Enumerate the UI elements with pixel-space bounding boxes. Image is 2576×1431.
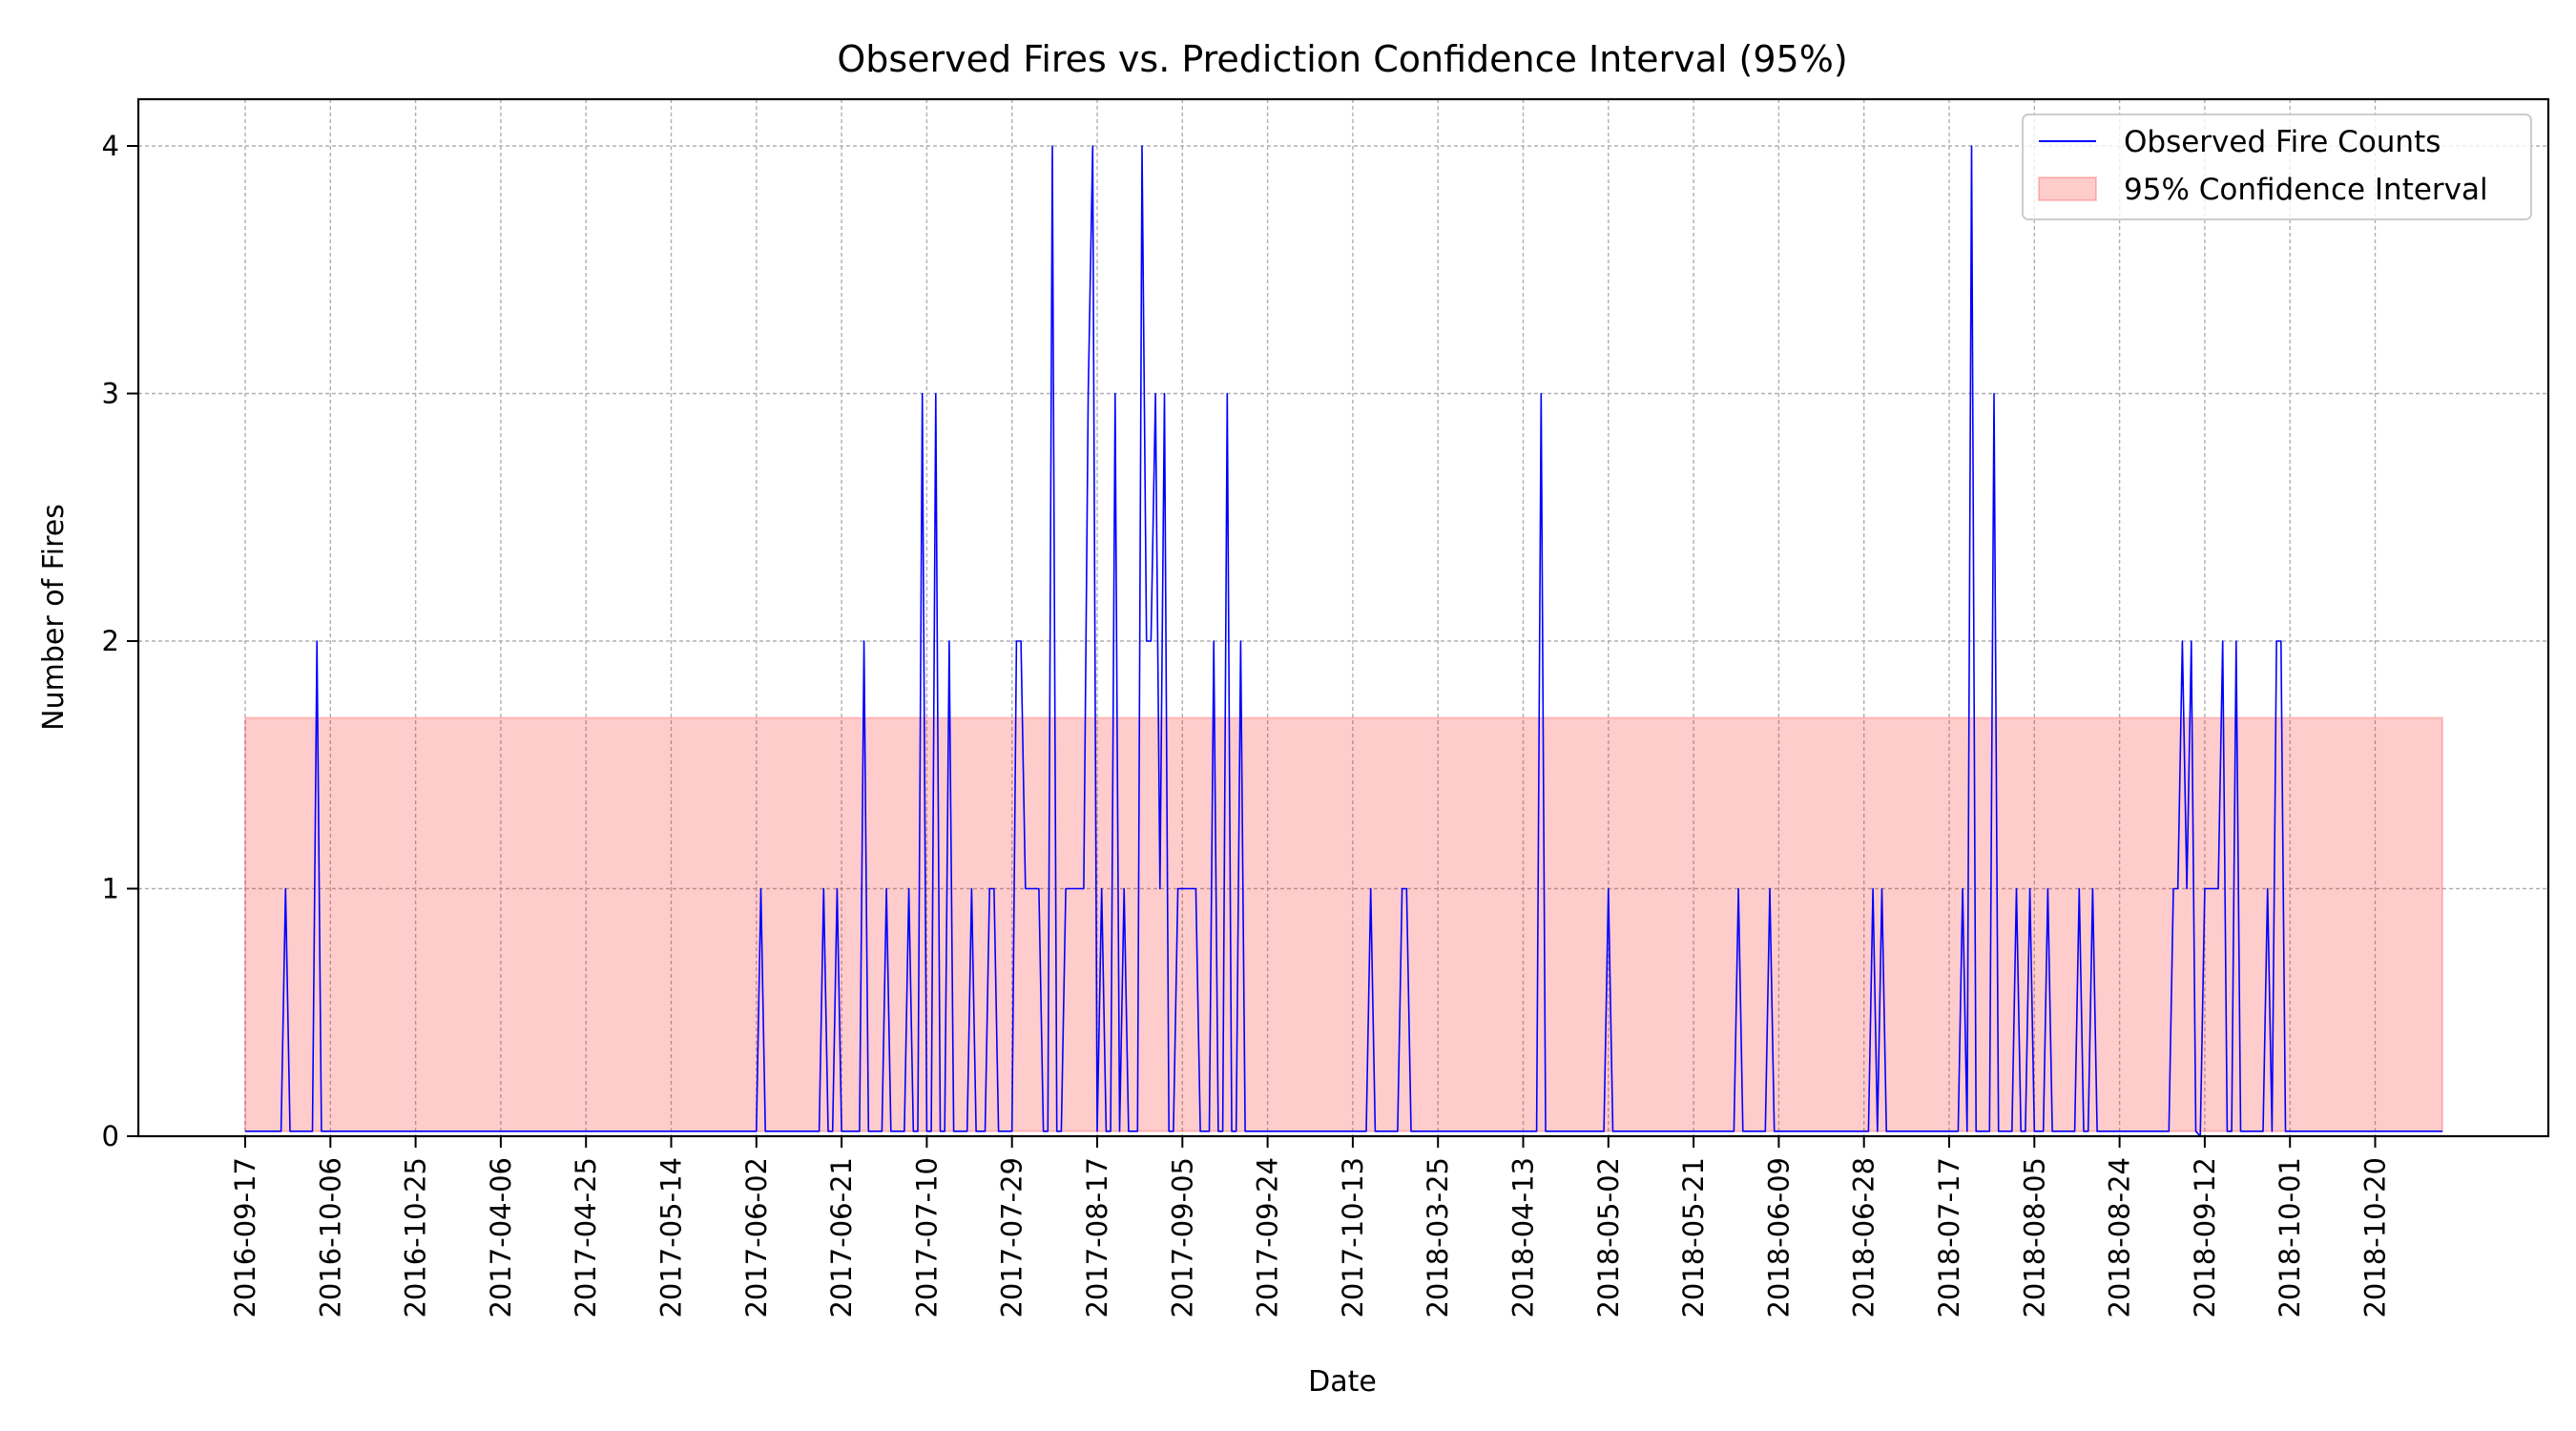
x-axis: 2016-09-17 2016-10-06 2016-10-25 2017-04-06… bbox=[229, 1136, 2392, 1318]
x-tick-label: 2017-06-21 bbox=[825, 1157, 858, 1318]
x-tick-label: 2016-10-25 bbox=[400, 1157, 432, 1318]
x-tick-label: 2017-07-10 bbox=[910, 1157, 943, 1318]
x-tick-label: 2018-06-28 bbox=[1848, 1157, 1880, 1318]
x-tick-label: 2018-05-21 bbox=[1677, 1157, 1710, 1318]
confidence-interval-band bbox=[244, 716, 2443, 1132]
x-tick-label: 2017-10-13 bbox=[1337, 1157, 1369, 1318]
observed-series-layer bbox=[245, 145, 2442, 1137]
y-tick-label: 4 bbox=[102, 130, 119, 162]
x-tick-label: 2018-05-02 bbox=[1592, 1157, 1625, 1318]
x-tick-label: 2018-06-09 bbox=[1762, 1157, 1795, 1318]
y-tick-label: 0 bbox=[102, 1120, 119, 1152]
x-tick-label: 2018-03-25 bbox=[1422, 1157, 1454, 1318]
grid bbox=[138, 99, 2548, 1136]
x-tick-label: 2018-04-13 bbox=[1507, 1157, 1540, 1318]
x-tick-label: 2017-06-02 bbox=[740, 1157, 773, 1318]
x-tick-label: 2018-07-17 bbox=[1933, 1157, 1965, 1318]
y-tick-label: 1 bbox=[102, 873, 119, 905]
x-tick-label: 2018-10-20 bbox=[2359, 1157, 2392, 1318]
x-tick-label: 2017-08-17 bbox=[1081, 1157, 1113, 1318]
chart-title: Observed Fires vs. Prediction Confidence… bbox=[837, 38, 1847, 80]
legend-box bbox=[2022, 114, 2532, 220]
legend-label-confidence-interval: 95% Confidence Interval bbox=[2124, 173, 2488, 207]
x-tick-label: 2017-04-25 bbox=[570, 1157, 602, 1318]
legend: Observed Fire Counts 95% Confidence Inte… bbox=[2022, 114, 2532, 220]
y-axis: 0 1 2 3 4 bbox=[102, 130, 138, 1152]
x-tick-label: 2018-09-12 bbox=[2189, 1157, 2221, 1318]
plot-frame bbox=[136, 97, 2550, 1138]
y-axis-label: Number of Fires bbox=[37, 504, 71, 731]
observed-fire-counts-line bbox=[245, 145, 2442, 1137]
x-tick-label: 2017-07-29 bbox=[996, 1157, 1028, 1318]
legend-swatch-confidence-interval bbox=[2038, 176, 2097, 201]
x-tick-label: 2017-05-14 bbox=[655, 1157, 688, 1318]
x-tick-label: 2017-04-06 bbox=[485, 1157, 517, 1318]
x-tick-label: 2018-08-24 bbox=[2104, 1157, 2136, 1318]
confidence-interval-layer bbox=[244, 716, 2443, 1132]
x-tick-label: 2017-09-24 bbox=[1252, 1157, 1284, 1318]
legend-label-observed: Observed Fire Counts bbox=[2124, 125, 2441, 159]
y-tick-label: 3 bbox=[102, 378, 119, 410]
x-tick-label: 2018-08-05 bbox=[2018, 1157, 2050, 1318]
x-tick-label: 2016-09-17 bbox=[229, 1157, 261, 1318]
x-tick-label: 2017-09-05 bbox=[1166, 1157, 1198, 1318]
y-tick-label: 2 bbox=[102, 625, 119, 657]
x-tick-label: 2016-10-06 bbox=[314, 1157, 346, 1318]
x-axis-label: Date bbox=[1308, 1365, 1377, 1399]
x-tick-label: 2018-10-01 bbox=[2274, 1157, 2306, 1318]
